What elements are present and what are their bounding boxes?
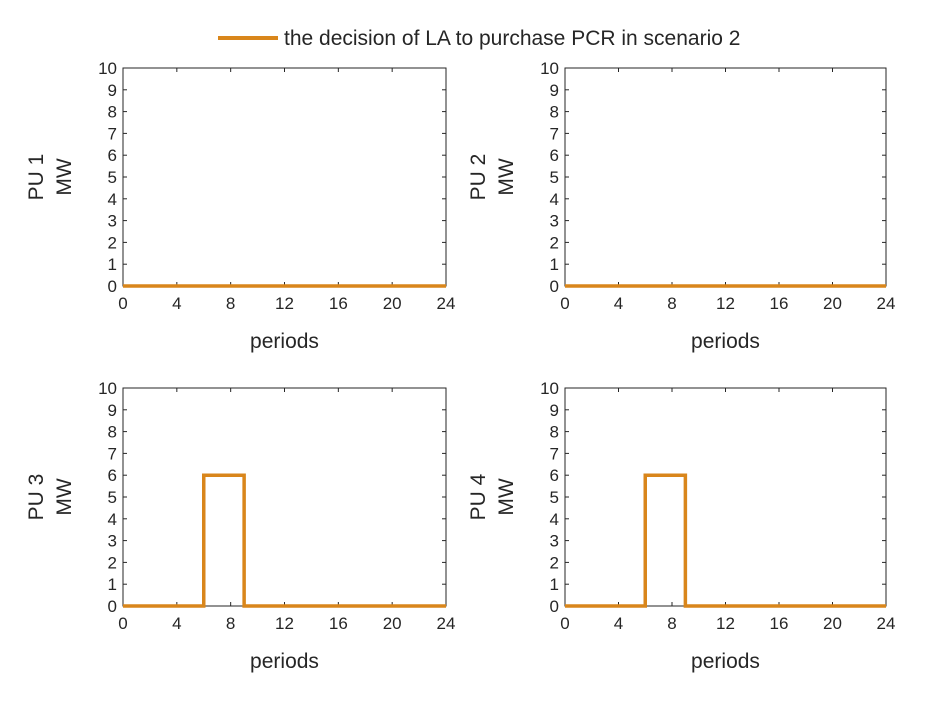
y-tick-label: 10 bbox=[98, 59, 117, 78]
y-tick-label: 6 bbox=[108, 466, 117, 485]
x-tick-label: 24 bbox=[437, 614, 456, 633]
y-tick-label: 9 bbox=[550, 81, 559, 100]
x-tick-label: 16 bbox=[329, 614, 348, 633]
y-axis-label-line1: PU 4 bbox=[467, 473, 490, 520]
y-tick-label: 8 bbox=[550, 423, 559, 442]
x-tick-label: 24 bbox=[877, 614, 896, 633]
y-tick-label: 2 bbox=[108, 233, 117, 252]
axes-box bbox=[564, 67, 887, 287]
y-tick-label: 1 bbox=[108, 575, 117, 594]
y-axis-label-line2: MW bbox=[53, 478, 76, 515]
y-tick-label: 4 bbox=[550, 190, 559, 209]
x-tick-label: 16 bbox=[329, 294, 348, 313]
y-tick-label: 9 bbox=[108, 401, 117, 420]
x-tick-label: 4 bbox=[614, 294, 623, 313]
series-line bbox=[123, 473, 446, 608]
x-tick-label: 20 bbox=[383, 294, 402, 313]
x-tick-label: 8 bbox=[667, 614, 676, 633]
series-line bbox=[565, 473, 886, 608]
x-tick-label: 12 bbox=[275, 614, 294, 633]
y-tick-label: 8 bbox=[550, 103, 559, 122]
y-tick-label: 4 bbox=[108, 190, 117, 209]
y-tick-label: 3 bbox=[108, 212, 117, 231]
y-tick-label: 1 bbox=[550, 575, 559, 594]
y-tick-label: 7 bbox=[108, 124, 117, 143]
y-axis-label-line2: MW bbox=[495, 478, 518, 515]
x-tick-label: 4 bbox=[172, 294, 181, 313]
x-tick-label: 0 bbox=[560, 294, 569, 313]
y-tick-label: 6 bbox=[550, 466, 559, 485]
axes-box bbox=[122, 387, 447, 607]
y-tick-label: 3 bbox=[108, 532, 117, 551]
y-axis-label-line1: PU 3 bbox=[25, 474, 48, 521]
y-tick-label: 5 bbox=[108, 488, 117, 507]
x-tick-label: 16 bbox=[770, 614, 789, 633]
y-axis-label-line2: MW bbox=[495, 158, 518, 195]
y-axis-label-line1: PU 1 bbox=[25, 154, 48, 201]
x-tick-label: 12 bbox=[275, 294, 294, 313]
y-tick-label: 2 bbox=[550, 553, 559, 572]
y-tick-label: 0 bbox=[550, 277, 559, 296]
x-tick-label: 8 bbox=[226, 294, 235, 313]
y-tick-label: 3 bbox=[550, 212, 559, 231]
y-tick-label: 2 bbox=[550, 233, 559, 252]
y-tick-label: 0 bbox=[108, 277, 117, 296]
y-tick-label: 7 bbox=[108, 444, 117, 463]
x-tick-label: 4 bbox=[172, 614, 181, 633]
y-tick-label: 1 bbox=[550, 255, 559, 274]
y-tick-label: 1 bbox=[108, 255, 117, 274]
x-tick-label: 4 bbox=[614, 614, 623, 633]
x-tick-label: 20 bbox=[823, 294, 842, 313]
legend-label: the decision of LA to purchase PCR in sc… bbox=[284, 27, 740, 50]
y-tick-label: 7 bbox=[550, 124, 559, 143]
axes-box bbox=[564, 387, 887, 607]
legend: the decision of LA to purchase PCR in sc… bbox=[218, 27, 740, 50]
y-tick-label: 0 bbox=[550, 597, 559, 616]
x-tick-label: 20 bbox=[823, 614, 842, 633]
x-tick-label: 8 bbox=[226, 614, 235, 633]
x-tick-label: 12 bbox=[716, 614, 735, 633]
x-tick-label: 0 bbox=[560, 614, 569, 633]
y-axis-label-line1: PU 2 bbox=[467, 154, 490, 201]
y-tick-label: 0 bbox=[108, 597, 117, 616]
y-tick-label: 9 bbox=[550, 401, 559, 420]
y-tick-label: 7 bbox=[550, 444, 559, 463]
y-tick-label: 4 bbox=[550, 510, 559, 529]
y-tick-label: 2 bbox=[108, 553, 117, 572]
x-axis-label: periods bbox=[691, 650, 760, 673]
y-tick-label: 8 bbox=[108, 423, 117, 442]
x-tick-label: 0 bbox=[118, 614, 127, 633]
y-tick-label: 4 bbox=[108, 510, 117, 529]
y-tick-label: 10 bbox=[540, 379, 559, 398]
y-tick-label: 6 bbox=[550, 146, 559, 165]
x-tick-label: 24 bbox=[877, 294, 896, 313]
y-tick-label: 8 bbox=[108, 103, 117, 122]
x-tick-label: 16 bbox=[770, 294, 789, 313]
axes-box bbox=[122, 67, 447, 287]
y-axis-label-line2: MW bbox=[53, 158, 76, 195]
x-axis-label: periods bbox=[691, 330, 760, 353]
y-tick-label: 5 bbox=[550, 168, 559, 187]
y-tick-label: 10 bbox=[540, 59, 559, 78]
x-tick-label: 24 bbox=[437, 294, 456, 313]
x-axis-label: periods bbox=[250, 650, 319, 673]
y-tick-label: 5 bbox=[108, 168, 117, 187]
x-tick-label: 0 bbox=[118, 294, 127, 313]
y-tick-label: 10 bbox=[98, 379, 117, 398]
x-tick-label: 8 bbox=[667, 294, 676, 313]
x-tick-label: 20 bbox=[383, 614, 402, 633]
x-tick-label: 12 bbox=[716, 294, 735, 313]
y-tick-label: 5 bbox=[550, 488, 559, 507]
y-tick-label: 6 bbox=[108, 146, 117, 165]
y-tick-label: 3 bbox=[550, 532, 559, 551]
x-axis-label: periods bbox=[250, 330, 319, 353]
y-tick-label: 9 bbox=[108, 81, 117, 100]
